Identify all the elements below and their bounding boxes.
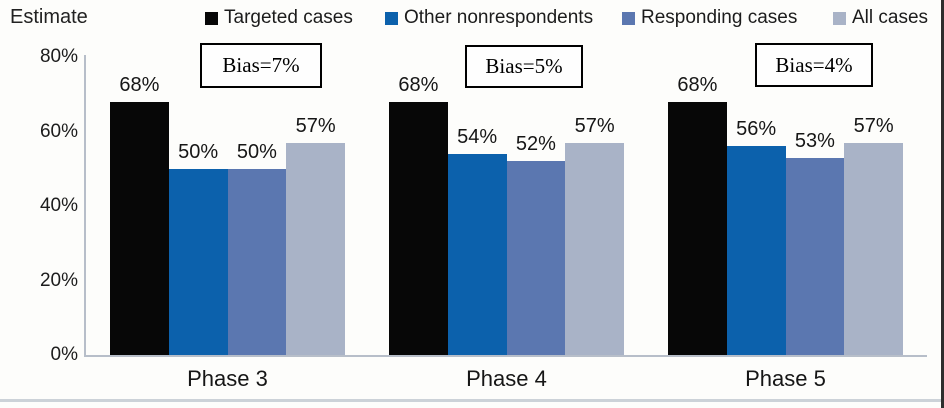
bias-annotation: Bias=4% xyxy=(755,43,873,87)
bar-value-label: 68% xyxy=(677,73,718,96)
bias-annotation: Bias=5% xyxy=(465,45,583,88)
y-tick-label: 40% xyxy=(39,195,78,216)
bar-value-label: 68% xyxy=(398,73,439,96)
legend-item: Targeted cases xyxy=(205,7,353,29)
legend-item: All cases xyxy=(833,7,928,29)
bar xyxy=(785,157,845,355)
bar xyxy=(286,142,345,355)
x-axis-category-label: Phase 3 xyxy=(187,366,268,391)
legend-swatch-icon xyxy=(622,11,635,25)
bar xyxy=(447,153,507,355)
y-tick-label: 60% xyxy=(39,120,78,142)
bar xyxy=(668,101,727,355)
bar-value-label: 52% xyxy=(515,133,556,156)
y-axis-line xyxy=(84,55,86,357)
bar xyxy=(844,142,903,355)
legend-label: All cases xyxy=(852,7,929,28)
y-tick-label: 0% xyxy=(50,344,78,365)
figure-bottom-border xyxy=(0,399,944,402)
bar-value-label: 57% xyxy=(853,114,894,137)
y-tick-label: 20% xyxy=(39,269,78,291)
legend-label: Responding cases xyxy=(641,7,798,28)
legend-label: Targeted cases xyxy=(224,7,353,28)
legend-swatch-icon xyxy=(205,11,218,25)
legend-item: Other nonrespondents xyxy=(385,7,593,29)
y-axis-title: Estimate xyxy=(10,6,88,28)
x-axis-line xyxy=(84,355,927,357)
bar-value-label: 54% xyxy=(457,125,498,148)
x-axis-category-label: Phase 4 xyxy=(466,366,547,391)
x-axis-category-label: Phase 5 xyxy=(745,366,826,391)
bias-annotation: Bias=7% xyxy=(200,43,322,88)
y-tick-label: 80% xyxy=(39,46,78,67)
legend-swatch-icon xyxy=(833,11,846,25)
bar-value-label: 56% xyxy=(736,118,777,141)
bar-value-label: 57% xyxy=(574,114,615,137)
legend-label: Other nonrespondents xyxy=(404,7,594,28)
bar xyxy=(227,168,287,355)
bar xyxy=(168,168,228,355)
bar xyxy=(726,146,786,355)
bar-value-label: 53% xyxy=(794,129,835,152)
figure-right-border xyxy=(941,0,944,408)
bar-value-label: 68% xyxy=(119,73,160,96)
bar xyxy=(565,142,624,355)
legend-item: Responding cases xyxy=(622,7,797,29)
bar-value-label: 50% xyxy=(236,140,277,163)
bar-value-label: 50% xyxy=(178,140,219,163)
bar-value-label: 57% xyxy=(295,114,336,137)
bar xyxy=(389,101,448,355)
bar xyxy=(506,161,566,355)
bar xyxy=(110,101,169,355)
legend-swatch-icon xyxy=(385,11,398,25)
